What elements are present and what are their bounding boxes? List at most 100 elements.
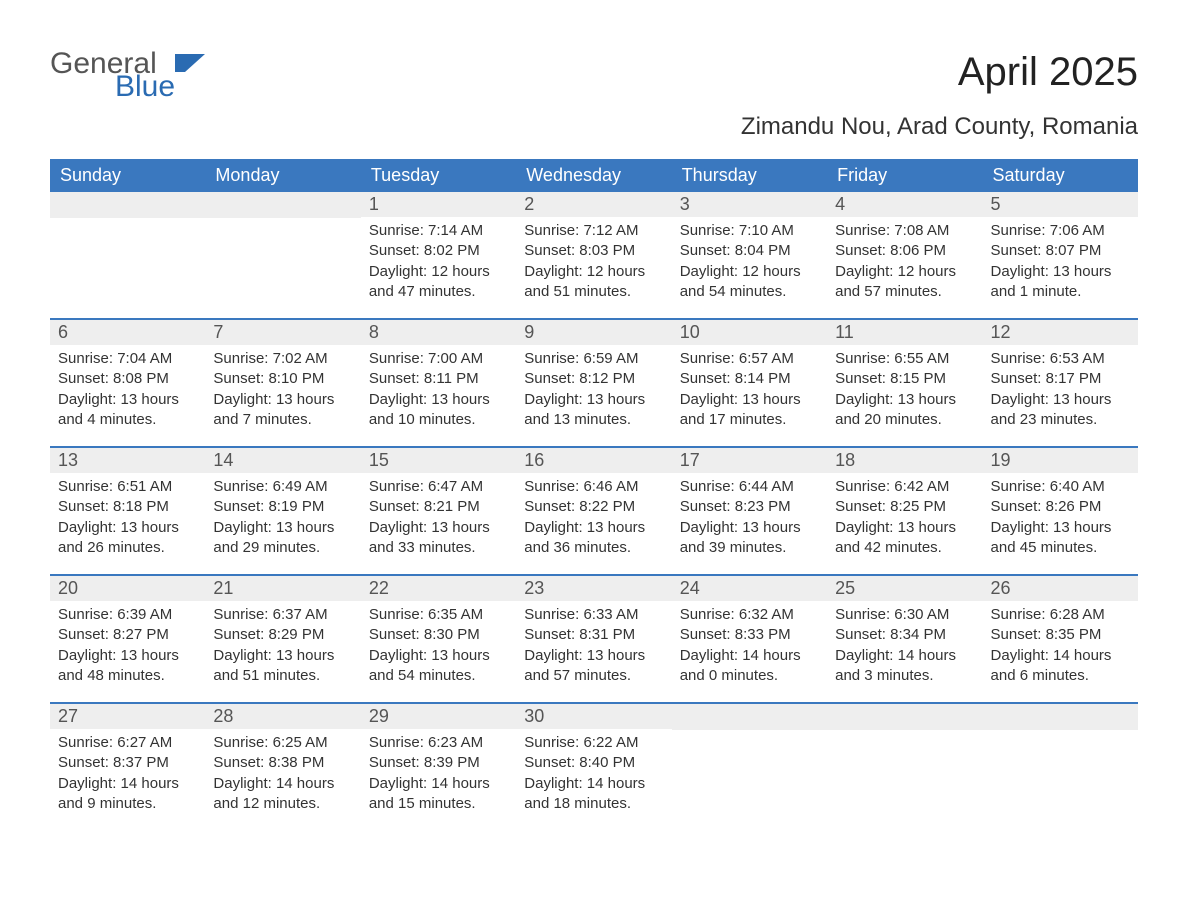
day-content: Sunrise: 6:53 AMSunset: 8:17 PMDaylight:… [983, 345, 1138, 436]
daylight-text: Daylight: 14 hours and 6 minutes. [991, 646, 1130, 687]
daylight-text: Daylight: 14 hours and 3 minutes. [835, 646, 974, 687]
day-number: 20 [50, 576, 205, 601]
daylight-text: Daylight: 14 hours and 18 minutes. [524, 774, 663, 815]
logo-text: General Blue [50, 50, 175, 101]
week-row: 20Sunrise: 6:39 AMSunset: 8:27 PMDayligh… [50, 574, 1138, 702]
day-content: Sunrise: 7:02 AMSunset: 8:10 PMDaylight:… [205, 345, 360, 436]
sunset-text: Sunset: 8:02 PM [369, 241, 508, 261]
day-cell: 21Sunrise: 6:37 AMSunset: 8:29 PMDayligh… [205, 576, 360, 702]
title-block: April 2025 Zimandu Nou, Arad County, Rom… [741, 50, 1138, 141]
day-content: Sunrise: 6:35 AMSunset: 8:30 PMDaylight:… [361, 601, 516, 692]
day-content: Sunrise: 6:22 AMSunset: 8:40 PMDaylight:… [516, 729, 671, 820]
day-cell: 6Sunrise: 7:04 AMSunset: 8:08 PMDaylight… [50, 320, 205, 446]
sunset-text: Sunset: 8:17 PM [991, 369, 1130, 389]
daylight-text: Daylight: 12 hours and 57 minutes. [835, 262, 974, 303]
day-cell: 17 Sunrise: 6:44 AMSunset: 8:23 PMDayligh… [672, 448, 827, 574]
sunrise-text: Sunrise: 6:32 AM [680, 605, 819, 625]
sunset-text: Sunset: 8:26 PM [991, 497, 1130, 517]
day-cell: 18Sunrise: 6:42 AMSunset: 8:25 PMDayligh… [827, 448, 982, 574]
day-number-empty [50, 192, 205, 218]
day-cell: 19Sunrise: 6:40 AMSunset: 8:26 PMDayligh… [983, 448, 1138, 574]
day-content: Sunrise: 7:14 AMSunset: 8:02 PMDaylight:… [361, 217, 516, 308]
month-title: April 2025 [741, 50, 1138, 95]
daylight-text: Daylight: 13 hours and 1 minute. [991, 262, 1130, 303]
day-cell: 23Sunrise: 6:33 AMSunset: 8:31 PMDayligh… [516, 576, 671, 702]
day-cell: 8Sunrise: 7:00 AMSunset: 8:11 PMDaylight… [361, 320, 516, 446]
weekday-header-row: Sunday Monday Tuesday Wednesday Thursday… [50, 159, 1138, 192]
day-cell: 26Sunrise: 6:28 AMSunset: 8:35 PMDayligh… [983, 576, 1138, 702]
day-cell: 7Sunrise: 7:02 AMSunset: 8:10 PMDaylight… [205, 320, 360, 446]
day-cell: 10Sunrise: 6:57 AMSunset: 8:14 PMDayligh… [672, 320, 827, 446]
sunset-text: Sunset: 8:03 PM [524, 241, 663, 261]
day-content: Sunrise: 7:00 AMSunset: 8:11 PMDaylight:… [361, 345, 516, 436]
day-number: 13 [50, 448, 205, 473]
sunset-text: Sunset: 8:18 PM [58, 497, 197, 517]
sunset-text: Sunset: 8:10 PM [213, 369, 352, 389]
day-cell: 11Sunrise: 6:55 AMSunset: 8:15 PMDayligh… [827, 320, 982, 446]
sunset-text: Sunset: 8:14 PM [680, 369, 819, 389]
weekday-header: Saturday [983, 159, 1138, 192]
day-content: Sunrise: 6:55 AMSunset: 8:15 PMDaylight:… [827, 345, 982, 436]
sunset-text: Sunset: 8:35 PM [991, 625, 1130, 645]
day-number: 4 [827, 192, 982, 217]
day-content: Sunrise: 6:42 AMSunset: 8:25 PMDaylight:… [827, 473, 982, 564]
sunset-text: Sunset: 8:40 PM [524, 753, 663, 773]
day-number: 22 [361, 576, 516, 601]
day-cell: 15Sunrise: 6:47 AMSunset: 8:21 PMDayligh… [361, 448, 516, 574]
day-number: 2 [516, 192, 671, 217]
day-cell: 30Sunrise: 6:22 AMSunset: 8:40 PMDayligh… [516, 704, 671, 830]
daylight-text: Daylight: 13 hours and 36 minutes. [524, 518, 663, 559]
daylight-text: Daylight: 13 hours and 17 minutes. [680, 390, 819, 431]
sunrise-text: Sunrise: 7:08 AM [835, 221, 974, 241]
sunset-text: Sunset: 8:08 PM [58, 369, 197, 389]
day-number: 11 [827, 320, 982, 345]
sunrise-text: Sunrise: 6:46 AM [524, 477, 663, 497]
day-cell: 12Sunrise: 6:53 AMSunset: 8:17 PMDayligh… [983, 320, 1138, 446]
sunset-text: Sunset: 8:23 PM [680, 497, 819, 517]
sunrise-text: Sunrise: 6:47 AM [369, 477, 508, 497]
day-cell: 13Sunrise: 6:51 AMSunset: 8:18 PMDayligh… [50, 448, 205, 574]
daylight-text: Daylight: 13 hours and 39 minutes. [680, 518, 819, 559]
sunset-text: Sunset: 8:30 PM [369, 625, 508, 645]
day-number: 17 [672, 448, 827, 473]
sunrise-text: Sunrise: 6:53 AM [991, 349, 1130, 369]
sunrise-text: Sunrise: 6:55 AM [835, 349, 974, 369]
daylight-text: Daylight: 14 hours and 0 minutes. [680, 646, 819, 687]
sunrise-text: Sunrise: 6:40 AM [991, 477, 1130, 497]
daylight-text: Daylight: 13 hours and 10 minutes. [369, 390, 508, 431]
day-number: 26 [983, 576, 1138, 601]
day-content: Sunrise: 6:25 AMSunset: 8:38 PMDaylight:… [205, 729, 360, 820]
day-cell: 5Sunrise: 7:06 AMSunset: 8:07 PMDaylight… [983, 192, 1138, 318]
day-content: Sunrise: 7:12 AMSunset: 8:03 PMDaylight:… [516, 217, 671, 308]
day-number: 25 [827, 576, 982, 601]
sunset-text: Sunset: 8:29 PM [213, 625, 352, 645]
day-cell: 29Sunrise: 6:23 AMSunset: 8:39 PMDayligh… [361, 704, 516, 830]
day-cell: 9Sunrise: 6:59 AMSunset: 8:12 PMDaylight… [516, 320, 671, 446]
sunrise-text: Sunrise: 6:42 AM [835, 477, 974, 497]
day-cell [827, 704, 982, 830]
sunrise-text: Sunrise: 6:33 AM [524, 605, 663, 625]
day-number: 3 [672, 192, 827, 217]
sunrise-text: Sunrise: 6:30 AM [835, 605, 974, 625]
location-subtitle: Zimandu Nou, Arad County, Romania [741, 113, 1138, 141]
daylight-text: Daylight: 13 hours and 42 minutes. [835, 518, 974, 559]
sunset-text: Sunset: 8:12 PM [524, 369, 663, 389]
sunset-text: Sunset: 8:37 PM [58, 753, 197, 773]
sunrise-text: Sunrise: 6:44 AM [680, 477, 819, 497]
calendar-table: Sunday Monday Tuesday Wednesday Thursday… [50, 159, 1138, 830]
daylight-text: Daylight: 13 hours and 7 minutes. [213, 390, 352, 431]
weekday-header: Monday [205, 159, 360, 192]
week-row: 6Sunrise: 7:04 AMSunset: 8:08 PMDaylight… [50, 318, 1138, 446]
day-cell: 22Sunrise: 6:35 AMSunset: 8:30 PMDayligh… [361, 576, 516, 702]
week-row: 13Sunrise: 6:51 AMSunset: 8:18 PMDayligh… [50, 446, 1138, 574]
day-number-empty [827, 704, 982, 730]
weeks-container: 1Sunrise: 7:14 AMSunset: 8:02 PMDaylight… [50, 192, 1138, 830]
day-content: Sunrise: 6:39 AMSunset: 8:27 PMDaylight:… [50, 601, 205, 692]
sunrise-text: Sunrise: 6:23 AM [369, 733, 508, 753]
day-cell [205, 192, 360, 318]
day-cell: 2Sunrise: 7:12 AMSunset: 8:03 PMDaylight… [516, 192, 671, 318]
logo-flag-icon [175, 54, 209, 81]
day-number-empty [672, 704, 827, 730]
sunset-text: Sunset: 8:27 PM [58, 625, 197, 645]
day-cell: 25Sunrise: 6:30 AMSunset: 8:34 PMDayligh… [827, 576, 982, 702]
